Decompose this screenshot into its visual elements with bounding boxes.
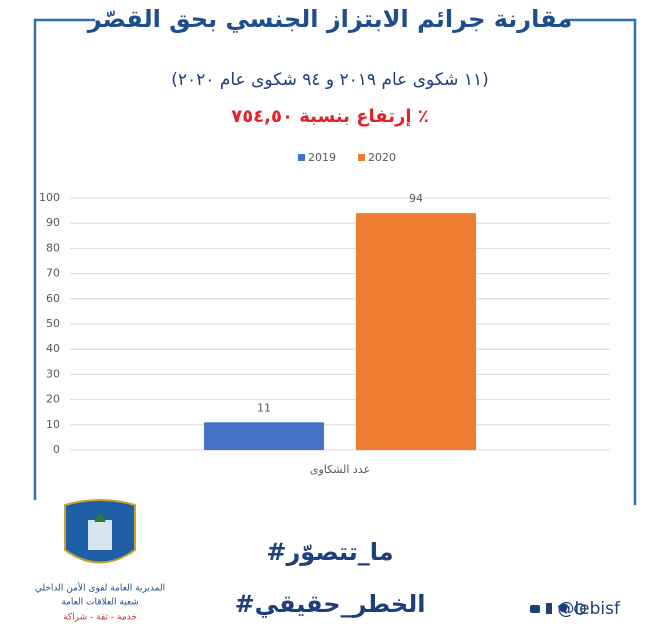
logo-text: المديرية العامة لقوى الأمن الداخلي — [35, 582, 165, 594]
legend-swatch — [298, 154, 305, 161]
handle: @lebisf — [557, 599, 621, 619]
logo-text: خدمة - ثقة - شراكة — [63, 613, 137, 623]
y-tick-label: 60 — [46, 292, 60, 305]
legend-label: 2020 — [368, 151, 396, 164]
y-tick-label: 40 — [46, 342, 60, 355]
y-tick-label: 10 — [46, 418, 60, 431]
y-tick-label: 30 — [46, 367, 60, 380]
title: مقارنة جرائم الابتزاز الجنسي بحق القصّر — [87, 5, 573, 33]
y-tick-label: 0 — [53, 443, 60, 456]
data-label: 11 — [257, 401, 271, 414]
legend-label: 2019 — [308, 151, 336, 164]
y-tick-label: 50 — [46, 317, 60, 330]
logo — [64, 499, 136, 564]
y-tick-label: 20 — [46, 393, 60, 406]
logo-text: شعبة العلاقات العامة — [61, 598, 139, 608]
y-tick-label: 90 — [46, 216, 60, 229]
hashtag: #ما_تتصوّر — [266, 538, 393, 566]
social-icons — [530, 603, 586, 615]
x-tick-label: عدد الشكاوى — [310, 463, 370, 476]
frame — [33, 18, 637, 505]
bar — [356, 213, 476, 450]
subtitle: (١١ شكوى عام ٢٠١٩ و ٩٤ شكوى عام ٢٠٢٠) — [171, 70, 488, 90]
data-label: 94 — [409, 192, 423, 205]
bar — [204, 422, 324, 450]
legend-swatch — [358, 154, 365, 161]
hashtag: #الخطر_حقيقي — [235, 590, 426, 618]
highlight: إرتفاع بنسبة ٧٥٤,٥٠ ٪ — [231, 106, 429, 127]
y-tick-label: 100 — [39, 191, 60, 204]
y-tick-label: 80 — [46, 241, 60, 254]
y-tick-label: 70 — [46, 267, 60, 280]
